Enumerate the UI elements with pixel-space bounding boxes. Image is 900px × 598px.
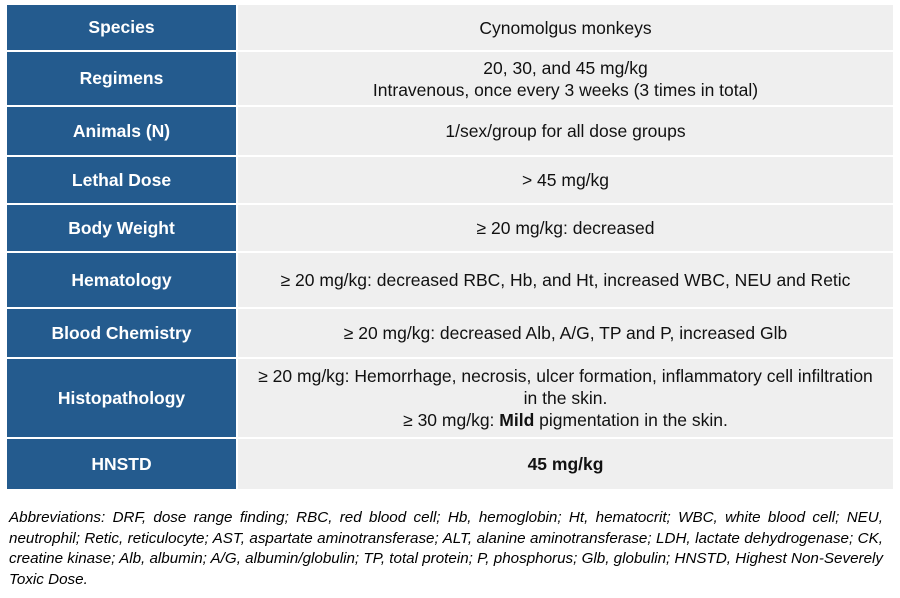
value-line: ≥ 20 mg/kg: decreased (476, 218, 655, 238)
value-segment: Mild (499, 410, 535, 430)
row-value: Cynomolgus monkeys (238, 5, 893, 50)
table-row: Histopathology ≥ 20 mg/kg: Hemorrhage, ne… (7, 359, 893, 437)
row-header: Species (7, 5, 236, 50)
table-row: Regimens 20, 30, and 45 mg/kg Intravenous,… (7, 52, 893, 105)
row-value: 1/sex/group for all dose groups (238, 107, 893, 155)
row-header: Blood Chemistry (7, 309, 236, 357)
value-segment: pigmentation in the skin. (534, 410, 728, 430)
row-value: > 45 mg/kg (238, 157, 893, 203)
row-header: Body Weight (7, 205, 236, 251)
row-value: ≥ 20 mg/kg: decreased (238, 205, 893, 251)
row-header: Lethal Dose (7, 157, 236, 203)
row-header: HNSTD (7, 439, 236, 489)
value-line: ≥ 30 mg/kg: Mild pigmentation in the ski… (403, 409, 728, 431)
table-row: Hematology ≥ 20 mg/kg: decreased RBC, Hb,… (7, 253, 893, 307)
value-line: ≥ 20 mg/kg: Hemorrhage, necrosis, ulcer … (258, 366, 873, 408)
row-value: ≥ 20 mg/kg: Hemorrhage, necrosis, ulcer … (238, 359, 893, 437)
value-line: 45 mg/kg (528, 453, 604, 475)
value-line: ≥ 20 mg/kg: decreased RBC, Hb, and Ht, i… (280, 270, 851, 290)
footnote: Abbreviations: DRF, dose range finding; … (9, 509, 883, 588)
value-line: Intravenous, once every 3 weeks (3 times… (372, 79, 759, 100)
summary-table: Species Cynomolgus monkeys Regimens 20, 30,… (7, 5, 893, 491)
table-row: Species Cynomolgus monkeys (7, 5, 893, 50)
value-line: 1/sex/group for all dose groups (445, 121, 686, 141)
row-header: Animals (N) (7, 107, 236, 155)
row-header: Histopathology (7, 359, 236, 437)
table-row: Body Weight ≥ 20 mg/kg: decreased (7, 205, 893, 251)
value-segment: ≥ 30 mg/kg: (403, 410, 500, 430)
value-line: Cynomolgus monkeys (479, 17, 652, 38)
value-line: > 45 mg/kg (521, 170, 610, 190)
table-row: Animals (N) 1/sex/group for all dose grou… (7, 107, 893, 155)
row-value: 45 mg/kg (238, 439, 893, 489)
value-line: 20, 30, and 45 mg/kg (483, 57, 648, 78)
row-header: Hematology (7, 253, 236, 307)
row-header: Regimens (7, 52, 236, 105)
table-row: Lethal Dose > 45 mg/kg (7, 157, 893, 203)
value-segment: 45 mg/kg (527, 454, 604, 474)
table-row: Blood Chemistry ≥ 20 mg/kg: decreased Alb… (7, 309, 893, 357)
value-line: ≥ 20 mg/kg: decreased Alb, A/G, TP and P… (343, 323, 788, 343)
row-value: ≥ 20 mg/kg: decreased Alb, A/G, TP and P… (238, 309, 893, 357)
row-value: ≥ 20 mg/kg: decreased RBC, Hb, and Ht, i… (238, 253, 893, 307)
row-value: 20, 30, and 45 mg/kg Intravenous, once ev… (238, 52, 893, 105)
table-row: HNSTD 45 mg/kg (7, 439, 893, 489)
